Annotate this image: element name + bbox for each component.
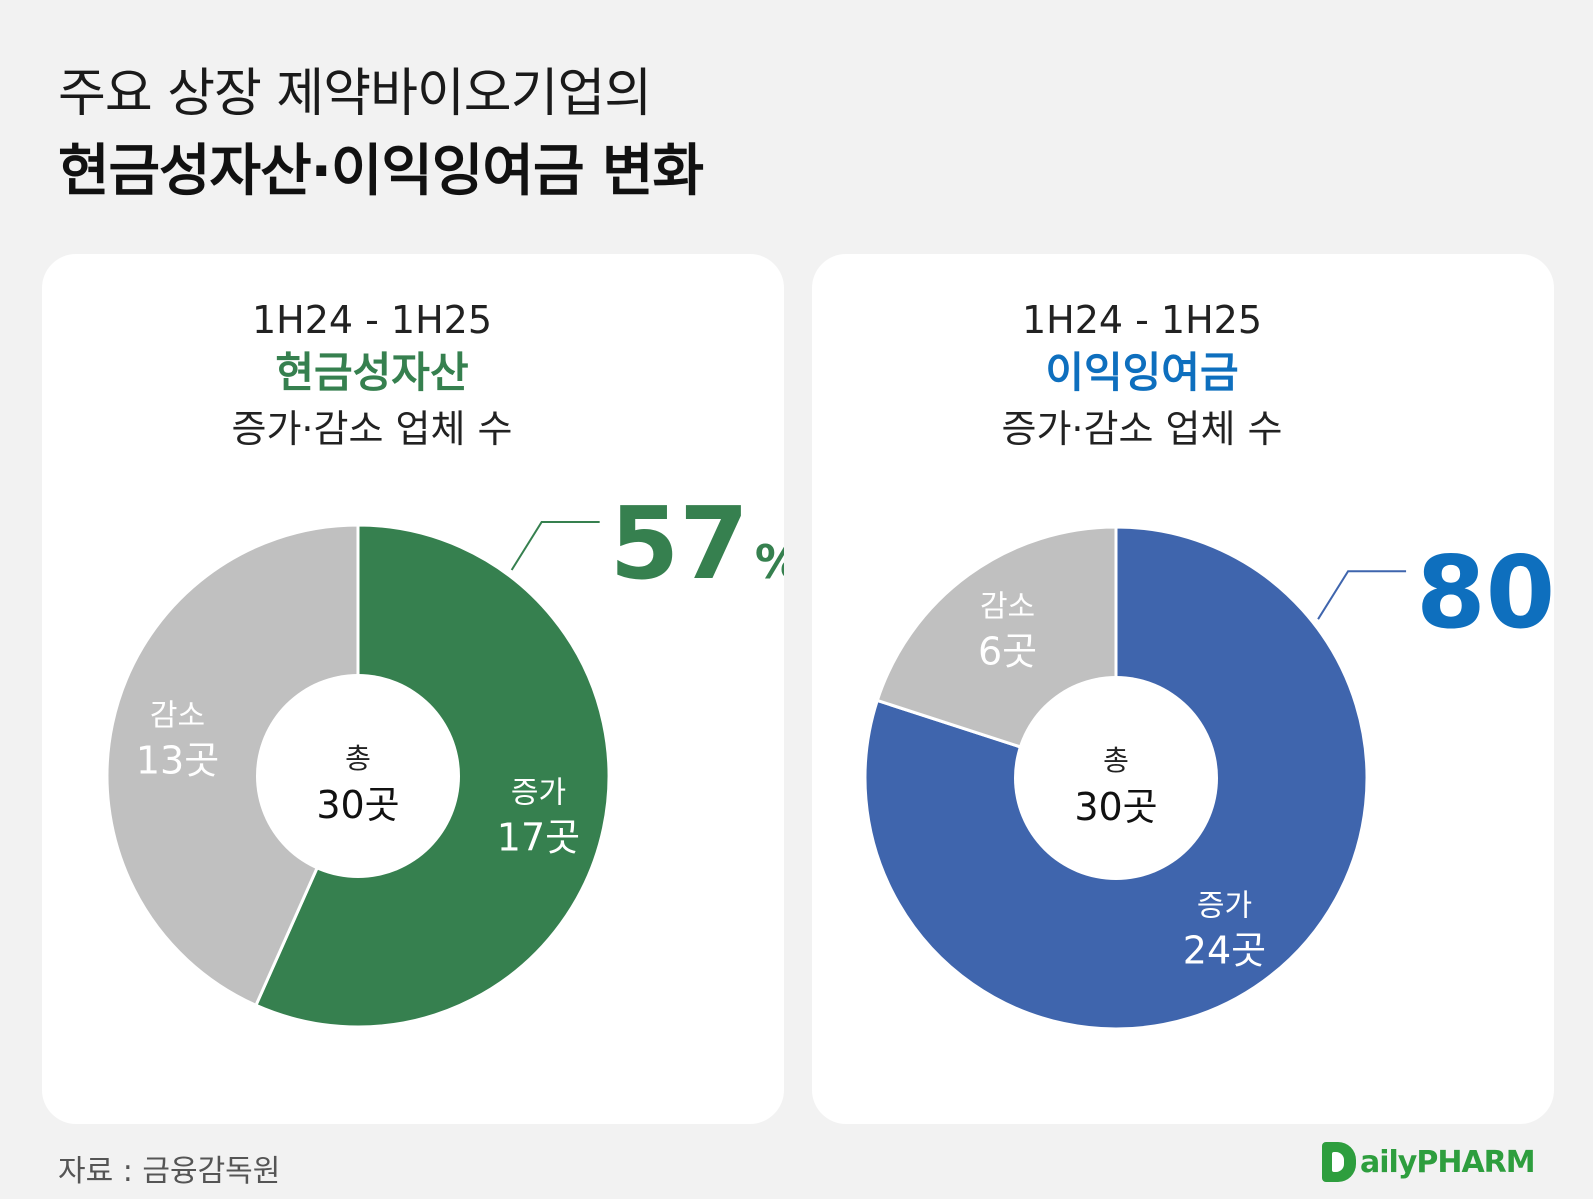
cash-slice-decrease-label: 감소 [150,699,205,734]
cash-leader-line [510,520,600,571]
source-note: 자료 : 금융감독원 [58,1154,281,1189]
retained-slice-increase-value: 24곳 [1183,928,1266,972]
title-line-2-rest: 변화 [583,139,704,204]
retained-slice-decrease-label: 감소 [980,590,1035,625]
retained-donut-hole [1014,676,1218,880]
title-line-2-bold: 현금성자산·이익잉여금 [58,139,584,204]
retained-period: 1H24 - 1H25 [1021,298,1263,342]
cash-chart-header: 1H24 - 1H25 현금성자산 증가·감소 업체 수 [42,294,702,458]
retained-chart-header: 1H24 - 1H25 이익잉여금 증가·감소 업체 수 [812,294,1472,458]
cash-subtitle: 증가·감소 업체 수 [231,407,513,451]
logo-text: ailyPHARM [1360,1144,1536,1180]
retained-center-value: 30곳 [1074,785,1157,829]
retained-highlight-percent: 80% [1416,534,1554,651]
daily-pharm-logo-icon [1322,1142,1356,1182]
cash-slice-increase-label: 증가 [511,775,566,810]
cash-period: 1H24 - 1H25 [251,298,493,342]
retained-slice-increase-label: 증가 [1197,888,1252,923]
cash-center-value: 30곳 [316,783,399,827]
retained-center-label: 총 [1103,744,1129,777]
retained-subtitle: 증가·감소 업체 수 [1001,407,1283,451]
retained-slice-decrease-value: 6곳 [978,630,1037,674]
cash-donut-hole [256,674,460,878]
cash-donut-chart: 총 30곳 증가 17곳 감소 13곳 57% [105,485,784,1029]
retained-metric-title: 이익잉여금 [1045,348,1239,397]
title-line-2: 현금성자산·이익잉여금 변화 [58,132,704,212]
cash-center-label: 총 [345,742,371,775]
retained-leader-line [1317,570,1407,620]
cash-slice-decrease-value: 13곳 [136,739,219,783]
cash-chart-panel: 1H24 - 1H25 현금성자산 증가·감소 업체 수 총 30곳 증가 17곳 감소… [42,254,784,1124]
cash-metric-title: 현금성자산 [275,348,469,397]
daily-pharm-logo: ailyPHARM [1322,1140,1536,1184]
cash-slice-decrease [105,523,360,1008]
cash-highlight-percent: 57% [610,485,784,602]
title-line-1: 주요 상장 제약바이오기업의 [58,64,652,124]
page-title: 주요 상장 제약바이오기업의 현금성자산·이익잉여금 변화 [58,56,704,212]
cash-slice-increase-value: 17곳 [497,815,580,859]
